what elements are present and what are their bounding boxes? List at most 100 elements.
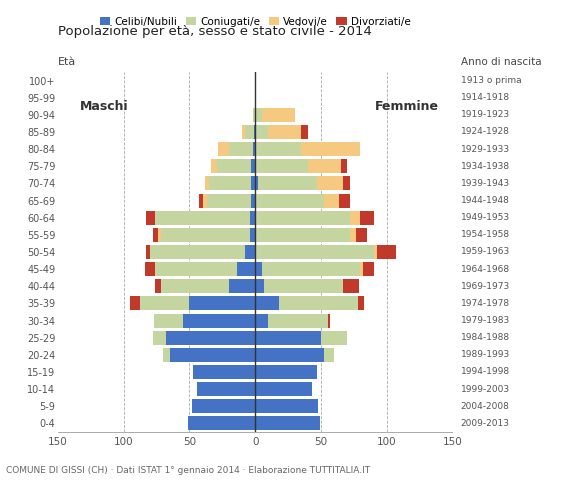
Bar xyxy=(145,262,155,276)
Bar xyxy=(188,416,255,431)
Text: 1979-1983: 1979-1983 xyxy=(461,316,510,325)
Bar xyxy=(155,211,250,225)
Bar xyxy=(321,331,347,345)
Text: 1984-1988: 1984-1988 xyxy=(461,333,510,342)
Text: Anno di nascita: Anno di nascita xyxy=(461,57,542,67)
Bar xyxy=(161,279,229,293)
Bar xyxy=(190,296,255,311)
Bar xyxy=(358,296,364,311)
Bar xyxy=(161,228,250,242)
Bar xyxy=(255,313,269,328)
Bar xyxy=(363,262,374,276)
Text: 1949-1953: 1949-1953 xyxy=(461,213,510,222)
Bar xyxy=(301,125,308,139)
Bar xyxy=(237,262,255,276)
Text: 1969-1973: 1969-1973 xyxy=(461,282,510,291)
Bar xyxy=(252,108,255,122)
Bar xyxy=(166,331,255,345)
Bar xyxy=(317,176,343,191)
Text: 1914-1918: 1914-1918 xyxy=(461,93,510,102)
Text: Età: Età xyxy=(58,57,76,67)
Bar xyxy=(153,331,166,345)
Bar xyxy=(255,193,324,208)
Bar xyxy=(255,279,264,293)
Text: 1944-1948: 1944-1948 xyxy=(461,196,509,205)
Bar xyxy=(255,228,350,242)
Bar xyxy=(199,193,202,208)
Bar xyxy=(340,159,347,173)
Text: Femmine: Femmine xyxy=(374,100,438,113)
Bar xyxy=(350,211,360,225)
Bar xyxy=(183,313,255,328)
Bar xyxy=(150,245,245,259)
Bar xyxy=(357,228,367,242)
Text: 1934-1938: 1934-1938 xyxy=(461,162,510,171)
Bar xyxy=(140,296,190,311)
Bar xyxy=(229,142,252,156)
Bar xyxy=(360,211,374,225)
Bar xyxy=(279,296,358,311)
Bar xyxy=(255,211,350,225)
Bar xyxy=(209,176,251,191)
Bar xyxy=(308,159,340,173)
Bar xyxy=(192,399,255,413)
Text: 1924-1928: 1924-1928 xyxy=(461,128,509,136)
Text: Maschi: Maschi xyxy=(79,100,128,113)
Bar xyxy=(343,176,350,191)
Text: 1919-1923: 1919-1923 xyxy=(461,110,510,120)
Bar xyxy=(245,125,254,139)
Text: COMUNE DI GISSI (CH) · Dati ISTAT 1° gennaio 2014 · Elaborazione TUTTITALIA.IT: COMUNE DI GISSI (CH) · Dati ISTAT 1° gen… xyxy=(6,466,370,475)
Bar xyxy=(255,262,262,276)
Bar xyxy=(219,142,229,156)
Bar xyxy=(255,296,279,311)
Bar xyxy=(251,176,255,191)
Bar xyxy=(324,348,334,362)
Bar xyxy=(269,313,328,328)
Bar xyxy=(264,279,343,293)
Text: 1959-1963: 1959-1963 xyxy=(461,248,510,256)
Text: 1954-1958: 1954-1958 xyxy=(461,230,510,240)
Bar xyxy=(146,245,150,259)
Bar xyxy=(252,142,255,156)
Bar xyxy=(258,176,317,191)
Bar xyxy=(205,176,209,191)
Bar xyxy=(255,348,324,362)
Text: 1989-1993: 1989-1993 xyxy=(461,350,510,360)
Text: 1994-1998: 1994-1998 xyxy=(461,368,510,376)
Bar xyxy=(343,279,359,293)
Bar xyxy=(255,416,320,431)
Bar xyxy=(262,108,295,122)
Bar xyxy=(301,142,360,156)
Bar xyxy=(202,193,206,208)
Bar xyxy=(255,125,269,139)
Bar xyxy=(154,313,183,328)
Bar xyxy=(378,245,396,259)
Bar xyxy=(158,228,161,242)
Text: 1964-1968: 1964-1968 xyxy=(461,264,510,274)
Bar xyxy=(251,159,255,173)
Bar xyxy=(269,125,301,139)
Bar xyxy=(217,159,251,173)
Bar xyxy=(255,382,311,396)
Bar xyxy=(255,245,374,259)
Bar xyxy=(146,211,155,225)
Bar xyxy=(255,399,318,413)
Bar xyxy=(255,365,317,379)
Bar xyxy=(245,245,255,259)
Bar xyxy=(229,279,255,293)
Text: 1913 o prima: 1913 o prima xyxy=(461,76,521,85)
Text: 2004-2008: 2004-2008 xyxy=(461,402,509,411)
Text: Popolazione per età, sesso e stato civile - 2014: Popolazione per età, sesso e stato civil… xyxy=(58,25,372,38)
Legend: Celibi/Nubili, Coniugati/e, Vedovi/e, Divorziati/e: Celibi/Nubili, Coniugati/e, Vedovi/e, Di… xyxy=(96,12,415,31)
Bar xyxy=(163,348,170,362)
Bar xyxy=(153,228,158,242)
Bar xyxy=(255,176,258,191)
Bar xyxy=(339,193,350,208)
Bar xyxy=(255,159,308,173)
Bar xyxy=(193,365,255,379)
Bar xyxy=(211,159,217,173)
Text: 1999-2003: 1999-2003 xyxy=(461,384,510,394)
Bar xyxy=(328,313,330,328)
Bar xyxy=(255,142,301,156)
Bar xyxy=(155,262,237,276)
